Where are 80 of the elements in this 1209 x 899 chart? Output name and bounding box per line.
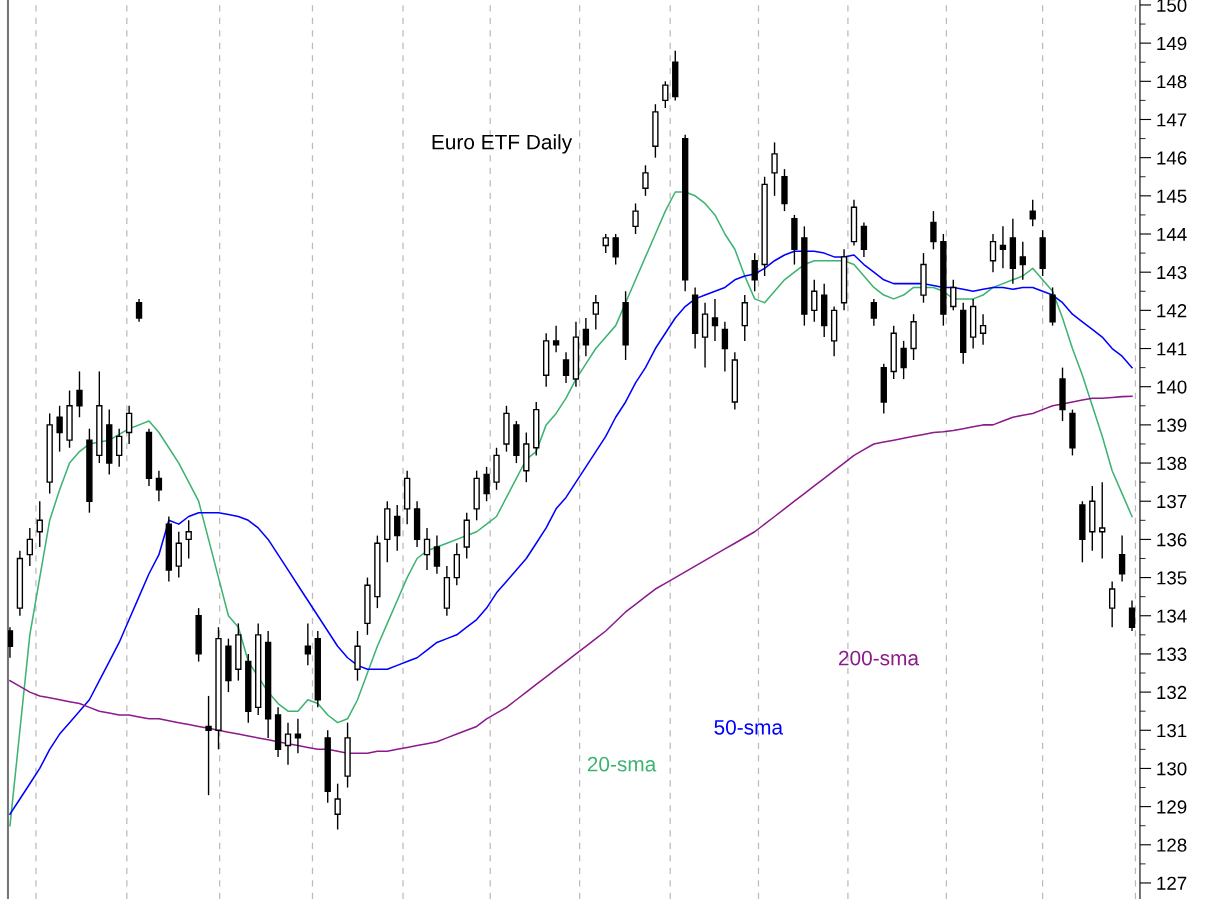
y-tick-label: 130	[1157, 762, 1187, 776]
y-tick-label: 141	[1157, 342, 1187, 356]
candlestick	[423, 527, 431, 571]
candlestick	[334, 783, 341, 831]
candlestick	[582, 317, 590, 357]
y-tick-label: 135	[1157, 571, 1187, 585]
candlestick	[870, 298, 878, 327]
candlestick	[1118, 534, 1126, 583]
text: 200-sma	[839, 650, 920, 666]
y-tick-label: 128	[1157, 838, 1187, 852]
candlestick	[771, 141, 778, 197]
candlestick	[76, 370, 83, 418]
y-tick-label: 133	[1157, 647, 1187, 661]
candlestick	[116, 428, 123, 468]
candlestick	[741, 294, 748, 342]
candlestick	[125, 405, 133, 445]
y-tick-label: 143	[1157, 265, 1187, 280]
candlestick	[592, 294, 599, 331]
y-tick-label: 145	[1157, 189, 1187, 203]
line-series	[9, 395, 1133, 754]
y-tick-label: 129	[1157, 800, 1187, 814]
text: Euro ETF Daily	[432, 134, 573, 154]
candlestick	[552, 324, 560, 354]
text: 50-sma	[714, 719, 784, 735]
candlestick	[950, 279, 957, 312]
candlestick	[1029, 198, 1036, 228]
y-tick-label: 131	[1157, 723, 1187, 738]
candlestick	[294, 718, 302, 754]
candlestick	[354, 630, 361, 682]
candlestick	[860, 221, 868, 258]
candlestick	[1108, 580, 1116, 628]
y-tick-label: 148	[1157, 75, 1187, 89]
candlestick	[304, 622, 312, 667]
text: 20-sma	[587, 756, 657, 772]
candlestick	[632, 202, 639, 235]
candlestick	[205, 695, 212, 796]
candlestick	[751, 252, 758, 292]
candlestick	[721, 321, 729, 373]
candlestick	[36, 500, 43, 548]
candlestick	[433, 534, 441, 575]
candlestick	[612, 233, 619, 266]
candlestick	[155, 469, 163, 502]
candlestick	[135, 298, 143, 323]
y-tick-label: 140	[1157, 380, 1187, 394]
candlestick	[453, 542, 460, 586]
candlestick	[562, 351, 570, 384]
candlestick	[284, 721, 292, 766]
y-tick-label: 146	[1157, 151, 1187, 165]
candlestick	[900, 340, 907, 380]
y-tick-label: 137	[1157, 494, 1187, 509]
candlestick	[26, 527, 34, 567]
candlestick	[811, 279, 818, 323]
candlestick	[711, 298, 719, 342]
candlestick	[930, 210, 937, 250]
candlestick	[1128, 599, 1136, 632]
candlestick	[56, 405, 63, 453]
candlestick	[989, 233, 997, 273]
y-tick-label: 139	[1157, 418, 1187, 432]
candlestick	[979, 313, 987, 346]
candlestick	[602, 233, 609, 254]
y-tick-label: 147	[1157, 113, 1187, 127]
candlestick	[701, 302, 709, 369]
y-tick-label: 132	[1157, 685, 1187, 700]
candlestick	[7, 626, 14, 659]
y-tick-label: 136	[1157, 533, 1187, 547]
y-tick-label: 142	[1157, 304, 1187, 318]
y-tick-label: 149	[1157, 36, 1187, 51]
candlestick	[483, 466, 490, 502]
candlestick	[1099, 481, 1106, 560]
candlestick	[662, 80, 669, 109]
candlestick	[1019, 240, 1026, 281]
candlestick	[185, 519, 192, 560]
y-tick-label: 127	[1157, 876, 1187, 890]
candlestick	[394, 504, 401, 552]
candlestick	[999, 225, 1007, 270]
y-tick-label: 144	[1157, 227, 1187, 241]
candlestick	[642, 164, 649, 197]
candlestick	[175, 531, 182, 579]
y-tick-label: 138	[1157, 456, 1187, 471]
y-tick-label: 134	[1157, 609, 1187, 623]
